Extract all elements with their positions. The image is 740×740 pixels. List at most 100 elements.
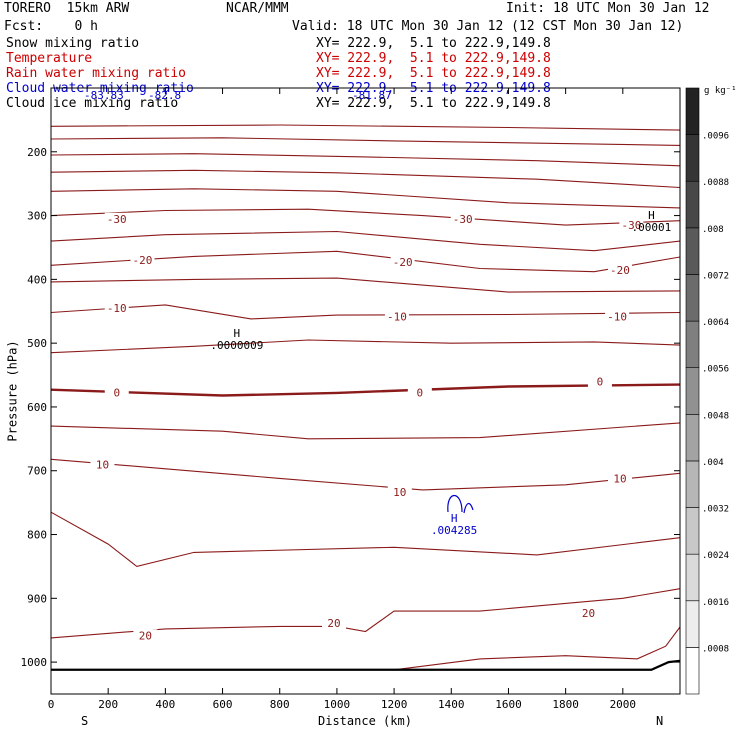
colorbar-tick-label: .0064	[702, 318, 729, 328]
colorbar-tick-label: .0016	[702, 598, 729, 608]
colorbar: .0008 .0016 .0024 .0032 .004 .0048 .0056 .0064.…	[685, 87, 729, 695]
isotherm-label-bg	[104, 212, 129, 225]
isotherm-label-bg	[450, 212, 475, 225]
legend-temperature-name: Temperature	[6, 51, 93, 66]
isotherm-label: 10	[393, 486, 406, 499]
corner-label-3: -81.87	[352, 89, 392, 102]
isotherm-label: -30	[621, 219, 641, 232]
colorbar-bin	[685, 320, 700, 368]
legend-cloud-ice-name: Cloud ice mixing ratio	[6, 96, 179, 111]
cloud-water-contour	[447, 494, 474, 514]
isotherm-line	[50, 422, 681, 440]
y-tick-label: 500	[27, 337, 47, 350]
isotherm-label: 10	[96, 458, 109, 471]
isotherm-line	[394, 626, 681, 671]
isotherm-label-bg	[90, 458, 115, 471]
y-tick-label: 700	[27, 465, 47, 478]
isotherm-label: -30	[107, 213, 127, 226]
isotherm-line	[50, 588, 681, 639]
legend-cloud-ice-xy: XY= 222.9, 5.1 to 222.9,149.8	[316, 96, 551, 111]
x-tick-label: 1600	[495, 698, 522, 711]
x-tick-label: 200	[98, 698, 118, 711]
valid-time: Valid: 18 UTC Mon 30 Jan 12 (12 CST Mon …	[292, 19, 684, 34]
y-tick-label: 400	[27, 273, 47, 286]
colorbar-bin	[685, 274, 700, 322]
isotherm-line	[50, 304, 681, 320]
org-label: NCAR/MMM	[226, 1, 289, 16]
isotherm-line	[50, 124, 681, 131]
colorbar-bin	[685, 367, 700, 415]
isotherm-label: 10	[613, 472, 626, 485]
y-tick-label: 300	[27, 210, 47, 223]
isotherm-label: -20	[133, 254, 153, 267]
legend-snow-name: Snow mixing ratio	[6, 36, 140, 51]
x-tick-label: 1200	[381, 698, 408, 711]
isotherm-lines	[50, 124, 681, 671]
x-tick-label: 1400	[438, 698, 465, 711]
isotherm-line	[50, 208, 681, 226]
isotherm-label-bg	[387, 485, 412, 498]
maximum-symbol: H	[648, 209, 655, 222]
plot-frame	[50, 87, 681, 695]
isotherm-label: -20	[610, 264, 630, 277]
isotherm-line	[50, 137, 681, 146]
isotherm-label-bg	[384, 310, 409, 323]
isotherm-label: -10	[607, 310, 627, 323]
colorbar-tick-label: .0032	[702, 505, 729, 515]
surface-line	[51, 659, 681, 671]
isotherm-label: 20	[327, 617, 340, 630]
isotherm-line	[50, 188, 681, 209]
init-time: Init: 18 UTC Mon 30 Jan 12	[506, 1, 710, 16]
isotherm-label-bg	[607, 263, 632, 276]
colorbar-unit: g kg⁻¹	[704, 86, 737, 96]
isotherm-label: -10	[107, 302, 127, 315]
legend-rain-name: Rain water mixing ratio	[6, 66, 187, 81]
maximum-symbol: H	[234, 327, 241, 340]
contour-labels: -30 -30 -30 -20 -20 -20 -10 -10 -10 0 0 0 10 10 10 20 20…	[90, 209, 671, 642]
colorbar-tick-label: .008	[702, 225, 724, 235]
colorbar-bin	[685, 553, 700, 602]
isotherm-label-bg	[407, 386, 432, 399]
isotherm-label: 0	[597, 375, 604, 388]
isotherm-line	[50, 383, 681, 397]
isotherm-label: 0	[113, 386, 120, 399]
maximum-symbol: H	[451, 512, 458, 525]
isotherm-label: -30	[453, 213, 473, 226]
maximum-value: .00001	[632, 221, 672, 234]
y-tick-label: 600	[27, 401, 47, 414]
forecast-hour: Fcst: 0 h	[4, 19, 98, 34]
colorbar-tick-label: .0072	[702, 271, 729, 281]
axes: 0 200 400 600 800 1000 1200 1400 1600 1800 2000200…	[21, 87, 681, 711]
colorbar-tick-label: .0096	[702, 132, 729, 142]
colorbar-tick-label: .0048	[702, 411, 729, 421]
isotherm-label-bg	[576, 606, 601, 619]
isotherm-line	[50, 169, 681, 189]
isotherm-label-bg	[104, 302, 129, 315]
x-tick-label: 1000	[324, 698, 351, 711]
x-tick-label: 600	[213, 698, 233, 711]
model-title: TORERO 15km ARW	[4, 1, 130, 16]
colorbar-bin	[685, 414, 700, 462]
isotherm-label: -10	[387, 310, 407, 323]
x-axis-label: Distance (km)	[318, 714, 412, 728]
colorbar-bin	[685, 600, 700, 648]
isotherm-label-bg	[130, 254, 155, 267]
colorbar-bin	[685, 647, 700, 695]
colorbar-tick-label: .0008	[702, 644, 729, 654]
colorbar-bin	[685, 227, 700, 275]
isotherm-label-bg	[133, 629, 158, 642]
colorbar-tick-label: .0056	[702, 365, 729, 375]
x-tick-label: 1800	[552, 698, 579, 711]
isotherm-line	[50, 277, 681, 293]
isotherm-line	[50, 153, 681, 167]
colorbar-tick-label: .004	[702, 458, 724, 468]
isotherm-line	[50, 339, 681, 354]
corner-label-2: -82.8	[148, 89, 182, 102]
isotherm-label-bg	[605, 310, 630, 323]
isotherm-label-bg	[390, 256, 415, 269]
isotherm-label: 20	[139, 629, 152, 642]
cloud-water-contours	[447, 494, 474, 514]
isotherm-label: -20	[393, 256, 413, 269]
isotherm-label-bg	[619, 219, 644, 232]
